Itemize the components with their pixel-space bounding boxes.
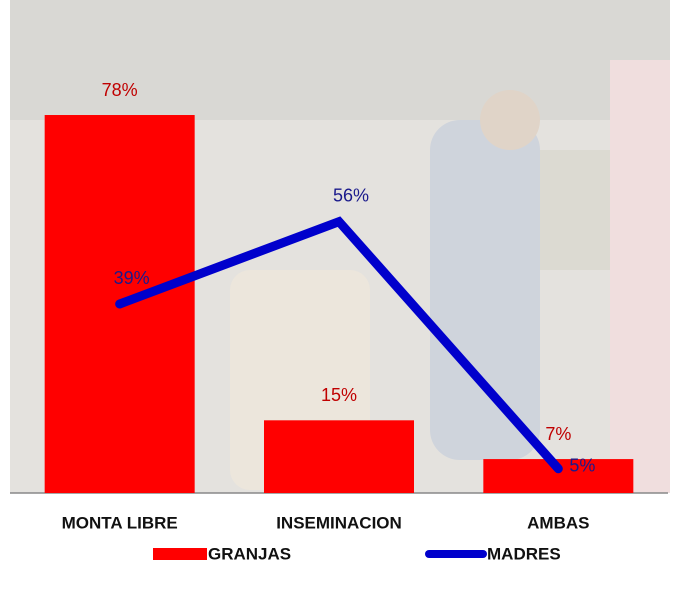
line-value-label: 56% — [333, 185, 369, 205]
x-tick-label: AMBAS — [527, 513, 589, 532]
bar-value-label: 15% — [321, 385, 357, 405]
legend-swatch — [153, 548, 207, 560]
bar-value-label: 78% — [102, 80, 138, 100]
bar — [264, 420, 414, 493]
chart: MONTA LIBRE INSEMINACION AMBAS 78% 15% 7% 39% 5… — [0, 0, 681, 596]
legend-label: GRANJAS — [208, 544, 291, 563]
legend-label: MADRES — [487, 544, 561, 563]
x-tick-label: MONTA LIBRE — [62, 513, 178, 532]
line-value-label: 39% — [114, 268, 150, 288]
line-value-label: 5% — [569, 456, 595, 476]
x-tick-label: INSEMINACION — [276, 513, 402, 532]
bar-value-label: 7% — [545, 424, 571, 444]
